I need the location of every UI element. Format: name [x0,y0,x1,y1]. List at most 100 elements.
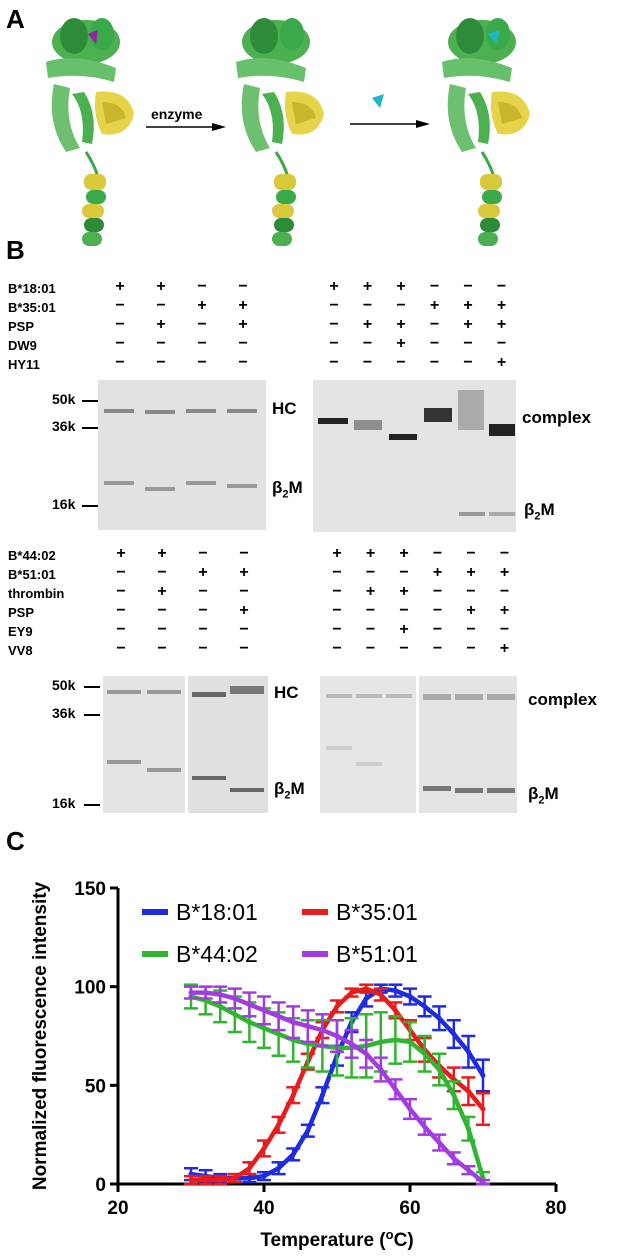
condition-label: B*35:01 [8,300,56,315]
panel-a-structures [44,16,532,248]
condition-sign: − [156,354,166,371]
x-axis-label: Temperature (oC) [260,1227,413,1251]
b2m-label: β2M [274,779,305,802]
condition-sign: + [499,564,510,581]
y-tick-label: 150 [74,879,106,900]
condition-sign: + [239,564,249,581]
condition-sign: − [115,335,125,352]
condition-sign: − [239,545,249,562]
condition-sign: − [116,621,126,638]
condition-sign: − [157,621,167,638]
condition-sign: − [463,335,473,352]
condition-sign: + [157,583,167,600]
condition-sign: − [198,545,208,562]
legend-entry: B*44:02 [176,941,258,967]
condition-sign: − [157,564,167,581]
band [389,434,417,440]
condition-sign: − [362,297,373,314]
condition-sign: − [116,564,126,581]
condition-sign: − [365,621,376,638]
condition-label: B*18:01 [8,281,56,296]
condition-sign: + [466,564,476,581]
condition-sign: + [157,545,167,562]
condition-sign: − [466,583,476,600]
band [230,686,264,694]
condition-label: PSP [8,319,35,334]
condition-sign: − [239,621,249,638]
band [356,762,382,766]
band [145,410,175,414]
condition-sign: − [429,316,440,333]
condition-sign: − [115,297,125,314]
y-tick-label: 0 [95,1175,106,1196]
condition-sign: + [156,278,166,295]
condition-sign: + [116,545,126,562]
condition-label: B*44:02 [8,548,56,563]
panel-b-letter: B [6,235,25,265]
condition-sign: − [362,335,373,352]
band [192,776,226,780]
condition-sign: − [432,602,443,619]
condition-sign: + [365,583,376,600]
condition-sign: − [365,640,376,657]
condition-sign: − [429,335,440,352]
condition-sign: − [466,621,476,638]
band [192,692,226,697]
condition-sign: + [329,278,339,295]
x-tick-label: 80 [545,1198,566,1219]
bound-peptide [88,30,98,44]
band [227,409,257,413]
condition-sign: − [238,335,248,352]
condition-sign: + [396,335,406,352]
condition-sign: − [396,354,406,371]
complex-label: complex [528,690,597,709]
x-tick-label: 40 [253,1198,274,1219]
condition-sign: − [499,545,510,562]
complex-label: complex [522,408,591,427]
condition-sign: − [429,278,440,295]
mw-marker-50k: 50k [52,391,76,407]
band [107,760,141,764]
condition-sign: − [466,640,476,657]
band [354,420,382,430]
mw-marker-36k: 36k [52,418,76,434]
condition-sign: + [499,602,510,619]
legend-entry: B*18:01 [176,899,258,925]
condition-sign: − [399,602,409,619]
band [147,768,181,772]
b2m-label: β2M [524,500,555,523]
condition-sign: − [198,583,208,600]
condition-sign: − [115,316,125,333]
condition-sign: − [399,564,409,581]
condition-sign: + [496,354,507,371]
condition-sign: − [463,354,473,371]
condition-sign: + [432,564,443,581]
x-tick-label: 20 [107,1198,128,1219]
condition-sign: + [496,316,507,333]
b2m-label: β2M [528,784,559,807]
gel-bottom-left-a [103,676,185,813]
y-axis-label: Normalized fluorescence intensity [30,881,51,1190]
band [489,512,515,516]
band [326,746,352,750]
condition-label: HY11 [8,357,40,372]
condition-sign: − [365,564,376,581]
protein-structure-1 [44,16,136,248]
band [455,694,483,700]
condition-sign: + [362,316,373,333]
arrow-2 [350,120,430,128]
condition-sign: − [198,621,208,638]
band [186,409,216,413]
exchanged-peptide [488,30,500,44]
legend-entry: B*51:01 [336,941,418,967]
condition-sign: + [463,316,473,333]
panel-a-letter: A [6,4,25,34]
band [489,424,515,436]
series-line [191,986,485,1183]
condition-sign: − [332,621,342,638]
band [230,788,264,792]
band [424,408,452,422]
condition-sign: + [429,297,440,314]
condition-sign: − [399,640,409,657]
mw-marker-36k: 36k [52,705,76,721]
